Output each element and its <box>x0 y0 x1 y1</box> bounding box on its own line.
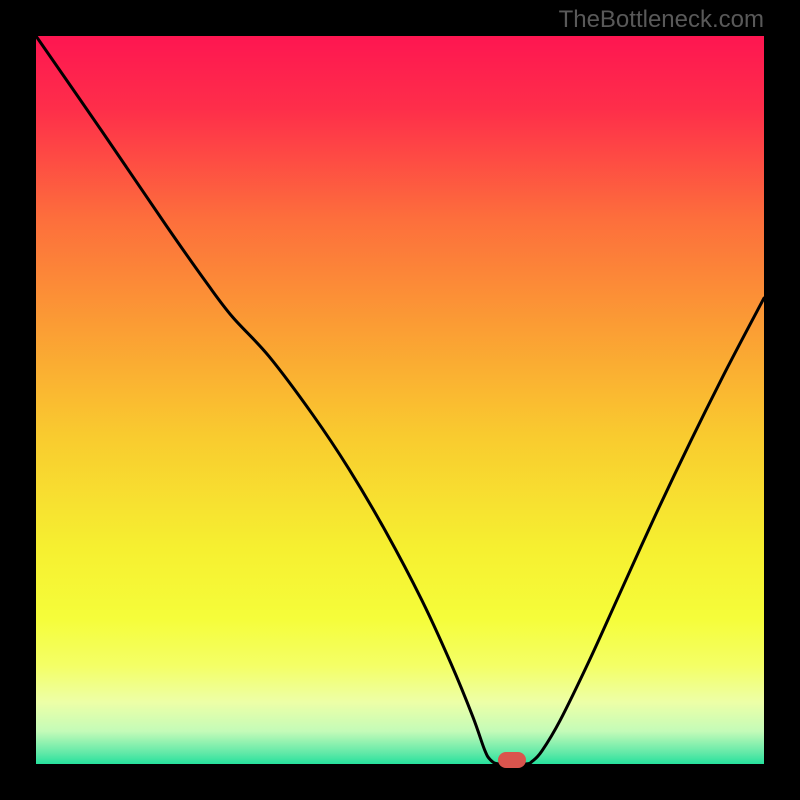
plot-area <box>36 36 764 764</box>
watermark-text: TheBottleneck.com <box>559 6 764 34</box>
optimum-marker <box>498 752 526 768</box>
chart-frame: TheBottleneck.com <box>0 0 800 800</box>
bottleneck-curve <box>36 36 764 764</box>
